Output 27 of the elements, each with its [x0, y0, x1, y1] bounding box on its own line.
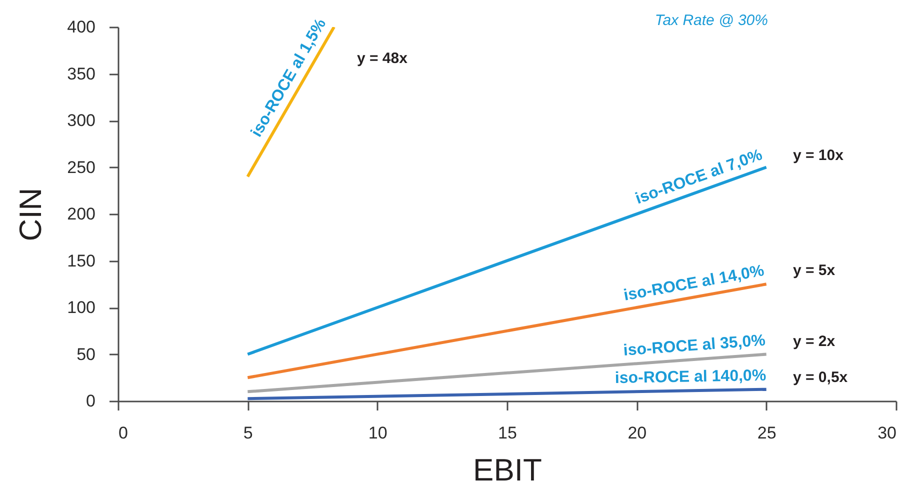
- x-tick-label: 15: [498, 424, 517, 442]
- y-axis-title: CIN: [13, 188, 48, 242]
- y-tick-label: 50: [76, 344, 96, 364]
- y-tick-label: 400: [67, 18, 96, 36]
- x-tick-label: 0: [118, 424, 128, 442]
- annotation: y = 2x: [793, 333, 836, 350]
- annotation: y = 48x: [357, 50, 408, 67]
- x-tick-label: 30: [878, 424, 896, 442]
- y-tick-label: 250: [67, 158, 96, 177]
- y-tick-label: 150: [67, 251, 96, 270]
- x-tick-label: 25: [757, 424, 776, 442]
- y-tick-label: 350: [67, 64, 96, 84]
- y-tick-label: 300: [67, 111, 96, 130]
- series-label: iso-ROCE al 35,0%: [622, 332, 766, 360]
- y-tick-label: 0: [86, 392, 96, 410]
- x-axis-title: EBIT: [473, 452, 542, 488]
- series-label: iso-ROCE al 140,0%: [614, 367, 766, 388]
- annotation: y = 10x: [793, 147, 844, 164]
- text: iso-ROCE al 14,0%: [622, 262, 766, 304]
- x-tick-label: 10: [368, 424, 388, 442]
- annotation: y = 5x: [793, 262, 836, 279]
- x-tick-label: 20: [628, 424, 647, 442]
- y-tick-label: 200: [67, 204, 96, 224]
- y-tick-label: 100: [67, 298, 96, 317]
- x-tick-label: 5: [243, 424, 253, 442]
- annotation: y = 0,5x: [793, 369, 848, 386]
- annotation: Tax Rate @ 30%: [654, 12, 768, 29]
